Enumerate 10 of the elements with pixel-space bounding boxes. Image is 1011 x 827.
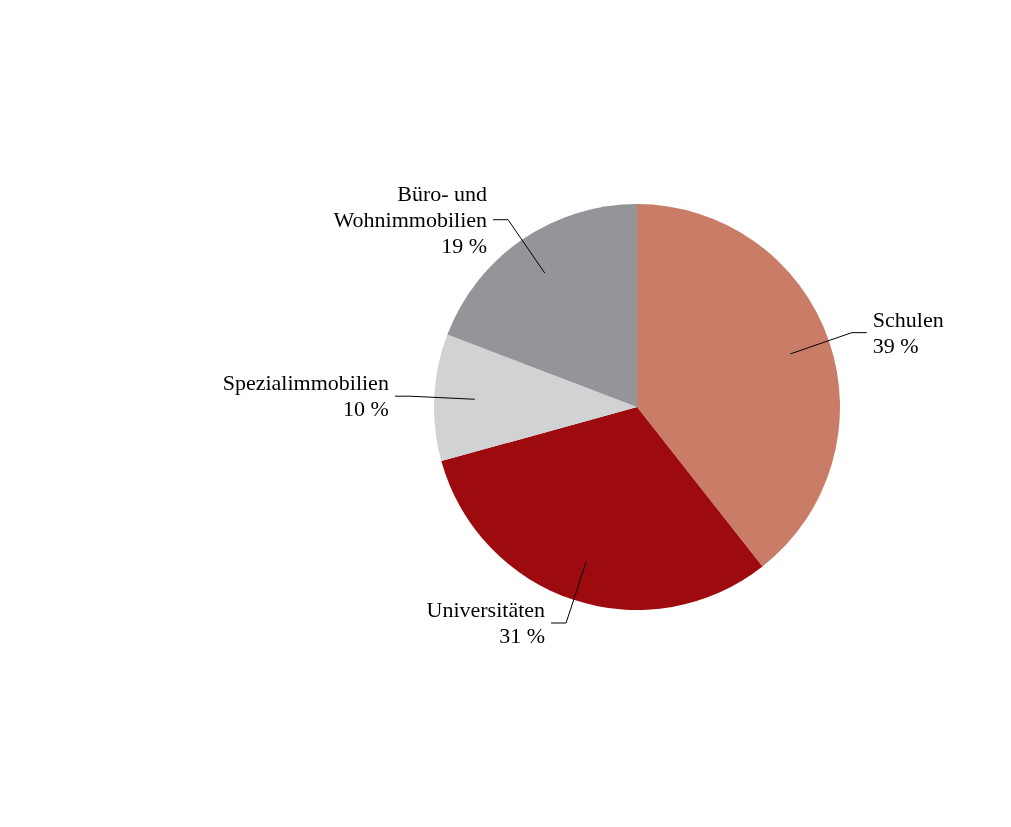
pie-slice [434,334,637,462]
slice-label: Spezialimmobilien [222,370,389,396]
slice-label: Schulen [872,306,944,332]
pie-slice [637,204,840,567]
data-label: 19 % [441,232,488,258]
slice-label: Universitäten [426,597,546,623]
data-label: 39 % [872,332,919,358]
data-label: 31 % [499,623,546,649]
data-label: 10 % [343,396,389,422]
slice-label: Büro- und Wohnimmobilien [333,180,488,232]
